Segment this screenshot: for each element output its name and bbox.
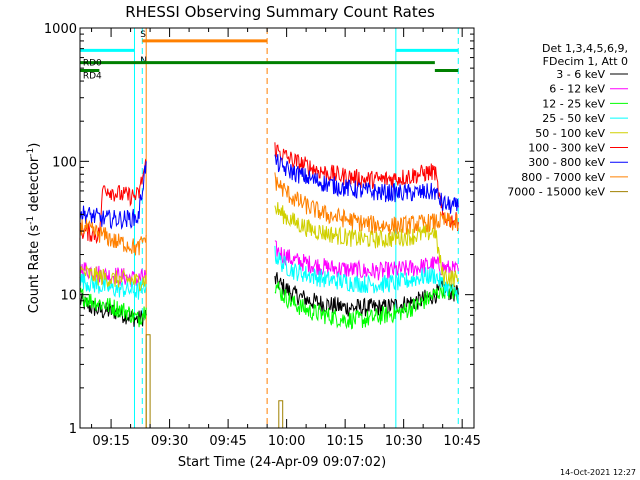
series-line-300-800-kev-1 [274, 154, 459, 214]
x-tick-label-10-30: 10:30 [385, 434, 422, 449]
series-6-12-kev [79, 240, 459, 287]
legend: Det 1,3,4,5,6,9,FDecim 1, Att 03 - 6 keV… [507, 42, 628, 199]
series-line-25-50-kev-1 [274, 245, 459, 304]
series-line-800-7000-kev-0 [79, 219, 147, 256]
x-tick-label-10-15: 10:15 [326, 434, 363, 449]
x-tick-label-09-30: 09:30 [151, 434, 188, 449]
x-tick-label-10-45: 10:45 [443, 434, 480, 449]
y-axis-label: Count Rate (s-1 detector-1) [26, 143, 42, 314]
legend-header-0: Det 1,3,4,5,6,9, [542, 42, 628, 55]
axis-ticks-layer: 1 10 100 1000 09:15 09:30 09:45 10:00 10:15 10:30… [44, 22, 481, 449]
y-tick-label-1000: 1000 [44, 22, 77, 37]
series-line-100-300-kev-0 [79, 158, 147, 245]
series-25-50-kev [79, 245, 459, 304]
state-label-rd0: RD0 [83, 59, 102, 69]
legend-label-25-50-kev: 25 - 50 keV [542, 112, 605, 125]
legend-label-3-6-kev: 3 - 6 keV [556, 68, 605, 81]
series-line-7000-15000-kev-0 [145, 334, 151, 428]
series-line-100-300-kev-1 [274, 142, 459, 232]
legend-label-6-12-kev: 6 - 12 keV [549, 83, 605, 96]
series-12-25-kev [79, 280, 459, 330]
series-line-800-7000-kev-1 [274, 172, 459, 235]
x-tick-label-10-00: 10:00 [268, 434, 305, 449]
legend-label-7000-15000-kev: 7000 - 15000 keV [507, 186, 605, 199]
y-label-part-1: -1 [26, 216, 36, 225]
series-line-6-12-kev-1 [274, 240, 459, 281]
series-line-50-100-kev-1 [274, 202, 459, 288]
series-800-7000-kev [79, 172, 459, 256]
y-label-part-2: detector [27, 156, 42, 216]
series-line-7000-15000-kev-1 [278, 400, 284, 428]
series-line-12-25-kev-0 [79, 287, 147, 328]
series-50-100-kev [79, 202, 459, 292]
x-tick-label-09-15: 09:15 [92, 434, 129, 449]
state-label-rd4: RD4 [83, 72, 102, 82]
plot-data-layer: SNRD0RD4 [79, 28, 459, 428]
series-line-12-25-kev-1 [274, 280, 459, 330]
series-line-25-50-kev-0 [79, 273, 147, 300]
y-label-part-4: ) [27, 143, 42, 148]
legend-header-1: FDecim 1, Att 0 [543, 55, 628, 68]
y-tick-label-100: 100 [52, 155, 77, 170]
legend-label-100-300-kev: 100 - 300 keV [528, 142, 605, 155]
series-7000-15000-kev [145, 334, 284, 428]
x-axis-label: Start Time (24-Apr-09 09:07:02) [178, 455, 386, 470]
legend-label-300-800-kev: 300 - 800 keV [528, 156, 605, 169]
chart-title: RHESSI Observing Summary Count Rates [125, 3, 435, 21]
x-tick-label-09-45: 09:45 [209, 434, 246, 449]
series-100-300-kev [79, 142, 459, 245]
legend-label-50-100-kev: 50 - 100 keV [535, 127, 605, 140]
y-tick-label-10: 10 [60, 289, 77, 304]
series-line-300-800-kev-0 [79, 161, 147, 230]
state-label-s: S [140, 30, 146, 40]
series-300-800-kev [79, 154, 459, 230]
y-label-part-0: Count Rate (s [27, 225, 42, 314]
y-label-part-3: -1 [26, 148, 36, 157]
render-timestamp: 14-Oct-2021 12:27 [560, 468, 636, 477]
y-tick-label-1: 1 [69, 422, 77, 437]
legend-label-12-25-kev: 12 - 25 keV [542, 97, 605, 110]
series-line-50-100-kev-0 [79, 265, 147, 292]
legend-label-800-7000-kev: 800 - 7000 keV [521, 171, 605, 184]
series-line-3-6-kev-0 [79, 292, 147, 327]
plot-frame [79, 27, 475, 429]
